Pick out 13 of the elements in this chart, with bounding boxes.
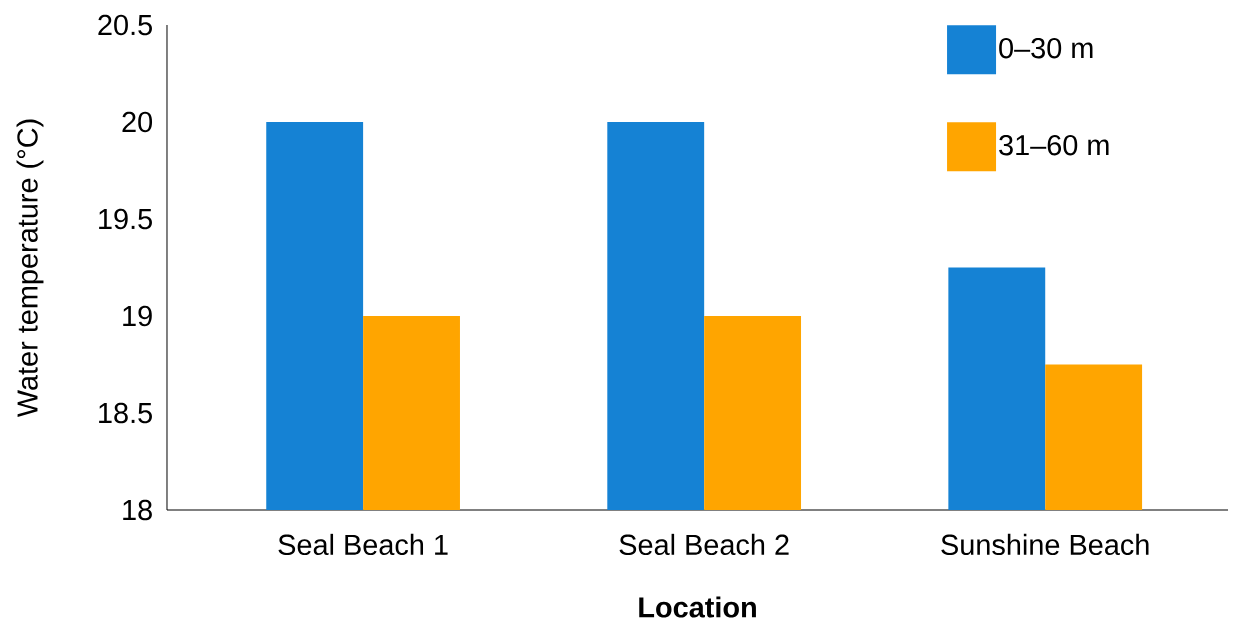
- y-axis-title: Water temperature (°C): [16, 119, 44, 418]
- y-tick-label: 20: [122, 111, 153, 133]
- x-tick-label: Sunshine Beach: [941, 533, 1149, 556]
- legend-label: 0–30 m: [999, 37, 1093, 59]
- x-axis-title: Location: [639, 596, 756, 618]
- y-tick-label: 19.5: [99, 208, 152, 230]
- y-tick-label: 18.5: [99, 402, 152, 424]
- legend-label: 31–60 m: [999, 134, 1109, 156]
- y-tick-label: 20.5: [98, 14, 152, 36]
- x-tick-label: Seal Beach 2: [619, 533, 789, 556]
- x-tick-label: Seal Beach 1: [278, 533, 448, 556]
- y-tick-label: 19: [123, 305, 152, 327]
- y-tick-label: 18: [123, 499, 152, 521]
